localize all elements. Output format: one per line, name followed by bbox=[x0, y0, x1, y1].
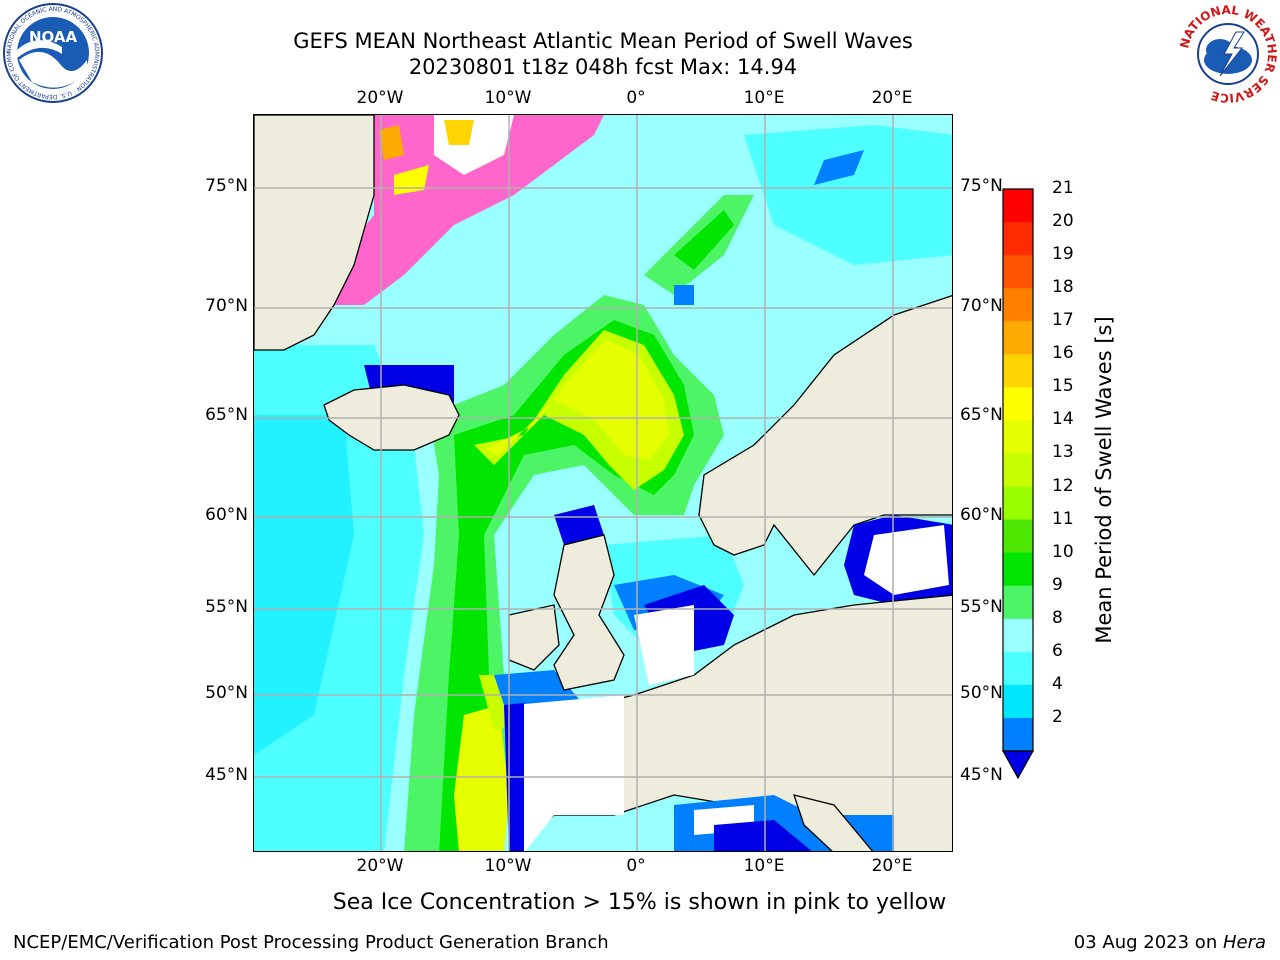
colorbar-title: Mean Period of Swell Waves [s] bbox=[1092, 316, 1116, 644]
colorbar-band bbox=[1003, 222, 1033, 256]
lon-tick-top-2: 0° bbox=[626, 88, 646, 108]
footer-machine: Hera bbox=[1222, 932, 1266, 953]
nws-logo: NATIONAL WEATHER SERVICE bbox=[1177, 3, 1279, 105]
lat-tick-right-2: 65°N bbox=[960, 405, 1003, 425]
lat-tick-right-3: 60°N bbox=[960, 505, 1003, 525]
lon-tick-top-0: 20°W bbox=[356, 88, 404, 108]
lat-tick-right-6: 45°N bbox=[960, 765, 1003, 785]
lon-tick-bottom-2: 0° bbox=[626, 856, 646, 876]
lon-tick-bottom-0: 20°W bbox=[356, 856, 404, 876]
lon-tick-top-3: 10°E bbox=[743, 88, 785, 108]
colorbar-tick-16: 16 bbox=[1052, 343, 1074, 364]
colorbar-tick-2: 2 bbox=[1052, 706, 1063, 727]
sea-ice-region bbox=[334, 115, 604, 305]
lat-tick-left-3: 60°N bbox=[205, 505, 248, 525]
colorbar-tick-21: 21 bbox=[1052, 178, 1074, 198]
colorbar-tick-15: 15 bbox=[1052, 376, 1074, 397]
chart-title: GEFS MEAN Northeast Atlantic Mean Period… bbox=[293, 29, 913, 53]
svg-text:NOAA: NOAA bbox=[29, 28, 78, 46]
scandinavia bbox=[698, 294, 952, 577]
colorbar-tick-10: 10 bbox=[1052, 541, 1074, 562]
footer-date-text: 03 Aug 2023 on bbox=[1073, 932, 1223, 953]
lat-tick-right-0: 75°N bbox=[960, 176, 1003, 196]
colorbar-band bbox=[1003, 255, 1033, 289]
colorbar-tick-11: 11 bbox=[1052, 508, 1074, 529]
colorbar-band bbox=[1003, 453, 1033, 488]
colorbar-under-arrow bbox=[1001, 750, 1035, 780]
lat-tick-right-4: 55°N bbox=[960, 597, 1003, 617]
colorbar-tick-6: 6 bbox=[1052, 640, 1063, 661]
colorbar-tick-8: 8 bbox=[1052, 607, 1063, 628]
footer-branch: NCEP/EMC/Verification Post Processing Pr… bbox=[13, 932, 609, 953]
colorbar-tick-17: 17 bbox=[1052, 310, 1074, 331]
lon-tick-bottom-4: 20°E bbox=[871, 856, 913, 876]
colorbar-band bbox=[1003, 189, 1033, 223]
lat-tick-left-4: 55°N bbox=[205, 597, 248, 617]
colorbar-tick-19: 19 bbox=[1052, 244, 1074, 265]
lat-tick-right-5: 50°N bbox=[960, 683, 1003, 703]
colorbar-band bbox=[1003, 519, 1033, 554]
lat-tick-left-6: 45°N bbox=[205, 765, 248, 785]
colorbar-band bbox=[1003, 552, 1033, 587]
colorbar-band bbox=[1003, 420, 1033, 454]
lon-tick-top-1: 10°W bbox=[484, 88, 532, 108]
colorbar-band bbox=[1003, 585, 1033, 620]
map-panel bbox=[253, 114, 953, 852]
colorbar-tick-12: 12 bbox=[1052, 475, 1074, 496]
colorbar-tick-18: 18 bbox=[1052, 277, 1074, 298]
colorbar-band bbox=[1003, 288, 1033, 322]
swell-period-map bbox=[254, 115, 952, 851]
colorbar-band bbox=[1003, 618, 1033, 653]
colorbar-tick-20: 20 bbox=[1052, 211, 1074, 232]
colorbar-band bbox=[1003, 717, 1033, 752]
great-britain bbox=[553, 534, 625, 691]
chart-subtitle: 20230801 t18z 048h fcst Max: 14.94 bbox=[408, 55, 798, 79]
colorbar-band bbox=[1003, 387, 1033, 421]
colorbar bbox=[1001, 188, 1035, 780]
colorbar-band bbox=[1003, 651, 1033, 686]
noaa-logo: NATIONAL OCEANIC AND ATMOSPHERIC ADMINIS… bbox=[2, 2, 103, 103]
footer-date: 03 Aug 2023 on Hera bbox=[1074, 932, 1266, 953]
colorbar-band bbox=[1003, 321, 1033, 355]
lon-tick-top-4: 20°E bbox=[871, 88, 913, 108]
lon-tick-bottom-1: 10°W bbox=[484, 856, 532, 876]
lat-tick-left-0: 75°N bbox=[205, 176, 248, 196]
colorbar-tick-13: 13 bbox=[1052, 442, 1074, 463]
lat-tick-left-2: 65°N bbox=[205, 405, 248, 425]
colorbar-tick-4: 4 bbox=[1052, 673, 1063, 694]
lon-tick-bottom-3: 10°E bbox=[743, 856, 785, 876]
lat-tick-right-1: 70°N bbox=[960, 296, 1003, 316]
sea-ice-note: Sea Ice Concentration > 15% is shown in … bbox=[332, 890, 947, 915]
lat-tick-left-5: 50°N bbox=[205, 683, 248, 703]
colorbar-tick-14: 14 bbox=[1052, 409, 1074, 430]
colorbar-band bbox=[1003, 354, 1033, 388]
graticule bbox=[254, 115, 952, 851]
colorbar-band bbox=[1003, 486, 1033, 521]
colorbar-tick-9: 9 bbox=[1052, 574, 1063, 595]
colorbar-band bbox=[1003, 684, 1033, 719]
lat-tick-left-1: 70°N bbox=[205, 296, 248, 316]
